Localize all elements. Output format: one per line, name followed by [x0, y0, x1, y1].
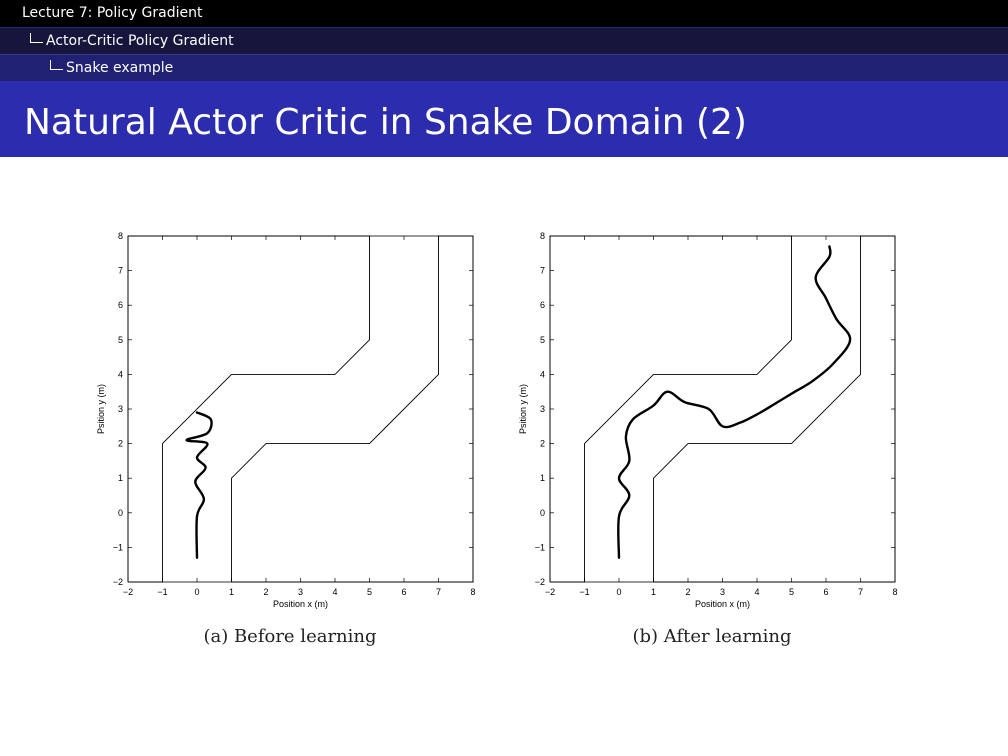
x-tick-label: 0 — [194, 587, 199, 597]
x-tick-label: −1 — [579, 587, 589, 597]
plot-frame — [549, 235, 896, 583]
header-lecture[interactable]: Lecture 7: Policy Gradient — [0, 0, 1008, 27]
x-tick-label: 0 — [616, 587, 621, 597]
x-tick-label: 4 — [754, 587, 759, 597]
plot-panel-after: −2 −1 0 1 2 3 4 5 6 7 8 −2 −1 0 1 2 3 4 5 6 7 8 Position x (m)… — [512, 222, 912, 622]
y-tick-label: 2 — [540, 439, 545, 449]
track-outer-wall — [127, 235, 370, 583]
x-tick-label: 2 — [263, 587, 268, 597]
y-axis-label: Psition y (m) — [518, 384, 528, 434]
y-tick-label: 3 — [540, 404, 545, 414]
track-inner-wall — [653, 235, 896, 583]
y-tick-label: 1 — [540, 473, 545, 483]
x-tick-label: −1 — [157, 587, 167, 597]
plot-before-learning: −2 −1 0 1 2 3 4 5 6 7 8 −2 −1 0 1 2 3 4 5 6 7 8 Position x (m)… — [96, 231, 476, 609]
caption-after-learning: (b) After learning — [632, 626, 792, 647]
y-tick-label: 5 — [540, 335, 545, 345]
x-axis-label: Position x (m) — [273, 599, 328, 609]
slide-title: Natural Actor Critic in Snake Domain (2) — [24, 102, 747, 143]
track-outer-wall — [549, 235, 792, 583]
x-tick-label: 2 — [685, 587, 690, 597]
y-tick-label: −2 — [113, 577, 123, 587]
y-tick-label: −1 — [113, 542, 123, 552]
y-tick-label: 8 — [540, 231, 545, 241]
header-lecture-label: Lecture 7: Policy Gradient — [22, 5, 203, 21]
y-tick-label: 3 — [118, 404, 123, 414]
x-tick-label: 7 — [858, 587, 863, 597]
header-subsection-label: Snake example — [66, 60, 174, 76]
plot-panel-before: −2 −1 0 1 2 3 4 5 6 7 8 −2 −1 0 1 2 3 4 5 6 7 8 Position x (m)… — [90, 222, 490, 622]
track-inner-wall — [231, 235, 474, 583]
header-section[interactable]: Actor-Critic Policy Gradient — [0, 27, 1008, 54]
y-tick-label: 5 — [118, 335, 123, 345]
tree-corner-icon — [30, 33, 43, 43]
snake-trajectory — [617, 245, 852, 559]
x-tick-label: 3 — [298, 587, 303, 597]
x-tick-label: −2 — [123, 587, 133, 597]
y-tick-label: 2 — [118, 439, 123, 449]
x-tick-label: 7 — [436, 587, 441, 597]
y-axis-label: Psition y (m) — [96, 384, 106, 434]
y-tick-label: 4 — [540, 369, 545, 379]
y-tick-label: 0 — [118, 508, 123, 518]
y-tick-label: 6 — [540, 300, 545, 310]
header-subsection[interactable]: Snake example — [0, 54, 1008, 81]
y-tick-label: 1 — [118, 473, 123, 483]
x-tick-label: −2 — [545, 587, 555, 597]
x-tick-label: 1 — [229, 587, 234, 597]
x-tick-label: 5 — [789, 587, 794, 597]
plot-after-learning: −2 −1 0 1 2 3 4 5 6 7 8 −2 −1 0 1 2 3 4 5 6 7 8 Position x (m)… — [518, 231, 898, 609]
title-bar — [0, 81, 1008, 157]
tree-corner-icon — [50, 60, 63, 70]
y-tick-label: 8 — [118, 231, 123, 241]
x-tick-label: 5 — [367, 587, 372, 597]
x-tick-label: 1 — [651, 587, 656, 597]
x-axis-label: Position x (m) — [695, 599, 750, 609]
y-tick-label: 0 — [540, 508, 545, 518]
x-tick-label: 6 — [401, 587, 406, 597]
y-tick-label: 7 — [118, 266, 123, 276]
x-tick-label: 3 — [720, 587, 725, 597]
snake-trajectory — [185, 411, 213, 559]
y-tick-label: 6 — [118, 300, 123, 310]
y-tick-label: 7 — [540, 266, 545, 276]
x-tick-label: 6 — [823, 587, 828, 597]
y-tick-label: −2 — [535, 577, 545, 587]
x-tick-label: 4 — [332, 587, 337, 597]
header-section-label: Actor-Critic Policy Gradient — [46, 33, 234, 49]
y-tick-label: 4 — [118, 369, 123, 379]
x-tick-label: 8 — [892, 587, 897, 597]
plot-frame — [127, 235, 474, 583]
x-tick-label: 8 — [470, 587, 475, 597]
caption-before-learning: (a) Before learning — [203, 626, 377, 647]
y-tick-label: −1 — [535, 542, 545, 552]
